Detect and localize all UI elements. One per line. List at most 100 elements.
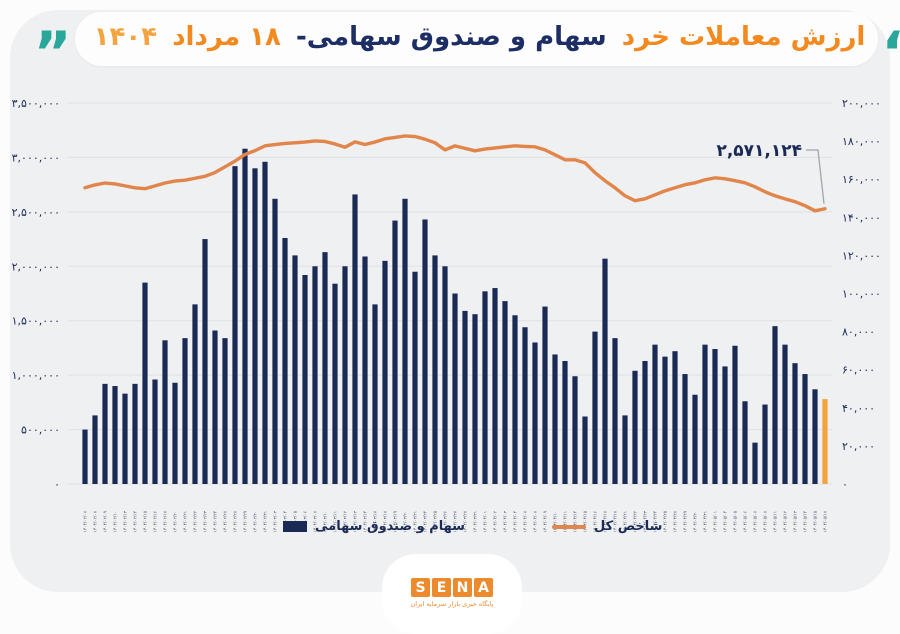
svg-text:۸۰,۰۰۰: ۸۰,۰۰۰: [842, 326, 875, 339]
svg-text:۲,۰۰۰,۰۰۰: ۲,۰۰۰,۰۰۰: [12, 260, 60, 273]
svg-text:۱,۵۰۰,۰۰۰: ۱,۵۰۰,۰۰۰: [12, 315, 60, 328]
logo-caption: پایگاه خبری بازار سرمایه ایران: [410, 600, 494, 608]
svg-text:۱۴۰۴/۰۲/۱۴: ۱۴۰۴/۰۲/۱۴: [133, 510, 139, 532]
svg-text:۱۴۰۴/۰۴/۲۸: ۱۴۰۴/۰۴/۲۸: [673, 510, 679, 532]
title-segment-year: ۱۴۰۴: [93, 22, 158, 52]
svg-text:۱۴۰۴/۰۴/۱۷: ۱۴۰۴/۰۴/۱۷: [603, 510, 609, 532]
svg-text:۱۴۰۴/۰۲/۲۰: ۱۴۰۴/۰۲/۲۰: [173, 511, 179, 532]
svg-text:۱۴۰۴/۰۵/۱۴: ۱۴۰۴/۰۵/۱۴: [803, 510, 809, 532]
svg-text:۱۴۰۴/۰۴/۰۴: ۱۴۰۴/۰۴/۰۴: [513, 510, 519, 532]
svg-text:۱۴۰۴/۰۵/۰۸: ۱۴۰۴/۰۵/۰۸: [763, 510, 769, 532]
page-title: ارزش معاملات خرد سهام و صندوق سهامی- ۱۸ …: [88, 22, 866, 52]
legend-line-label: شاخص کل: [594, 519, 663, 534]
line-series-swatch-icon: [552, 524, 586, 529]
svg-text:۱۴۰۴/۰۲/۱۳: ۱۴۰۴/۰۲/۱۳: [123, 510, 129, 532]
svg-text:۱۴۰۴/۰۲/۲۹: ۱۴۰۴/۰۲/۲۹: [243, 510, 249, 532]
svg-text:۱۴۰۴/۰۲/۲۸: ۱۴۰۴/۰۲/۲۸: [233, 510, 239, 532]
combo-chart: ۳,۵۰۰,۰۰۰ ۳,۰۰۰,۰۰۰ ۲,۵۰۰,۰۰۰ ۲,۰۰۰,۰۰۰ ۱,۵۰…: [12, 97, 881, 532]
logo-letter-n: N: [453, 578, 472, 597]
svg-text:۱۴۰۴/۰۲/۲۳: ۱۴۰۴/۰۲/۲۳: [203, 510, 209, 532]
svg-text:۱۴۰۴/۰۲/۳۰: ۱۴۰۴/۰۲/۳۰: [253, 511, 259, 532]
svg-text:۱۴۰۴/۰۳/۳۱: ۱۴۰۴/۰۳/۳۱: [473, 511, 479, 532]
svg-text:۲,۵۷۱,۱۲۴: ۲,۵۷۱,۱۲۴: [716, 141, 802, 161]
svg-text:۱۴۰۴/۰۴/۲۱: ۱۴۰۴/۰۴/۲۱: [623, 511, 629, 532]
svg-text:۱۴۰۴/۰۴/۳۱: ۱۴۰۴/۰۴/۳۱: [703, 511, 709, 532]
title-segment-trades: ارزش معاملات خرد: [621, 22, 866, 52]
svg-text:۱۴۰۴/۰۳/۱۷: ۱۴۰۴/۰۳/۱۷: [373, 510, 379, 532]
svg-text:۱۰۰,۰۰۰: ۱۰۰,۰۰۰: [842, 288, 881, 301]
svg-text:۱۴۰۴/۰۴/۲۴: ۱۴۰۴/۰۴/۲۴: [653, 510, 659, 532]
svg-text:۱۴۰۴/۰۳/۱۳: ۱۴۰۴/۰۳/۱۳: [353, 510, 359, 532]
svg-text:۱۴۰۴/۰۲/۰۸: ۱۴۰۴/۰۲/۰۸: [93, 510, 99, 532]
svg-text:۱۴۰۴/۰۵/۰۵: ۱۴۰۴/۰۵/۰۵: [733, 510, 739, 532]
svg-text:۱۴۰۴/۰۵/۱۳: ۱۴۰۴/۰۵/۱۳: [793, 510, 799, 532]
svg-text:۱۴۰۴/۰۴/۰۸: ۱۴۰۴/۰۴/۰۸: [533, 510, 539, 532]
svg-text:۱۴۰۴/۰۲/۳۱: ۱۴۰۴/۰۲/۳۱: [263, 511, 269, 532]
logo-letter-e: E: [432, 578, 451, 597]
svg-text:۱۴۰۴/۰۲/۱۵: ۱۴۰۴/۰۲/۱۵: [143, 510, 149, 532]
svg-text:۱۴۰۴/۰۳/۱۲: ۱۴۰۴/۰۳/۱۲: [343, 510, 349, 532]
svg-text:۱۴۰۴/۰۵/۱۱: ۱۴۰۴/۰۵/۱۱: [773, 511, 779, 532]
svg-text:۱۴۰۴/۰۲/۲۴: ۱۴۰۴/۰۲/۲۴: [213, 510, 219, 532]
svg-text:۱۴۰۴/۰۳/۲۴: ۱۴۰۴/۰۳/۲۴: [423, 510, 429, 532]
title-segment-instruments: سهام و صندوق سهامی-: [295, 22, 607, 52]
svg-text:۱۴۰۴/۰۳/۱۴: ۱۴۰۴/۰۳/۱۴: [363, 510, 369, 532]
legend-item-line: شاخص کل: [552, 519, 662, 534]
svg-text:۴۰,۰۰۰: ۴۰,۰۰۰: [842, 402, 875, 415]
svg-text:۱۴۰۴/۰۳/۲۰: ۱۴۰۴/۰۳/۲۰: [403, 511, 409, 532]
svg-text:۱۴۰۴/۰۴/۰۹: ۱۴۰۴/۰۴/۰۹: [543, 510, 549, 532]
svg-text:۱۴۰۴/۰۳/۲۱: ۱۴۰۴/۰۳/۲۱: [413, 511, 419, 532]
svg-text:۱۴۰۴/۰۳/۰۷: ۱۴۰۴/۰۳/۰۷: [313, 510, 319, 532]
svg-text:۲,۵۰۰,۰۰۰: ۲,۵۰۰,۰۰۰: [12, 206, 60, 219]
svg-text:۱۴۰۴/۰۵/۰۶: ۱۴۰۴/۰۵/۰۶: [743, 511, 749, 532]
svg-text:۱۴۰۴/۰۳/۲۵: ۱۴۰۴/۰۳/۲۵: [433, 510, 439, 532]
svg-text:۱۴۰۴/۰۴/۱۴: ۱۴۰۴/۰۴/۱۴: [573, 510, 579, 532]
svg-text:۱۴۰۴/۰۲/۲۱: ۱۴۰۴/۰۲/۲۱: [183, 511, 189, 532]
svg-text:۱۴۰۴/۰۴/۲۳: ۱۴۰۴/۰۴/۲۳: [643, 510, 649, 532]
svg-text:۳,۰۰۰,۰۰۰: ۳,۰۰۰,۰۰۰: [12, 151, 60, 164]
title-banner: ” ارزش معاملات خرد سهام و صندوق سهامی- ۱…: [34, 12, 900, 82]
bar-series-swatch-icon: [283, 521, 307, 532]
svg-text:۱۴۰۴/۰۵/۰۴: ۱۴۰۴/۰۵/۰۴: [723, 510, 729, 532]
publisher-logo-badge: S E N A پایگاه خبری بازار سرمایه ایران: [382, 554, 522, 634]
svg-text:۱۴۰۴/۰۲/۰۹: ۱۴۰۴/۰۲/۰۹: [103, 510, 109, 532]
svg-text:۱۴۰۴/۰۵/۱۸: ۱۴۰۴/۰۵/۱۸: [823, 510, 829, 532]
svg-text:۱۴۰۴/۰۴/۰۲: ۱۴۰۴/۰۴/۰۲: [493, 510, 499, 532]
svg-text:۱۴۰۴/۰۳/۲۶: ۱۴۰۴/۰۳/۲۶: [443, 511, 449, 532]
svg-text:۱۴۰۴/۰۵/۱۲: ۱۴۰۴/۰۵/۱۲: [783, 510, 789, 532]
svg-text:۱۴۰۴/۰۴/۲۵: ۱۴۰۴/۰۴/۲۵: [663, 510, 669, 532]
svg-text:۱۴۰۴/۰۳/۱۰: ۱۴۰۴/۰۳/۱۰: [323, 511, 329, 532]
svg-text:۳,۵۰۰,۰۰۰: ۳,۵۰۰,۰۰۰: [12, 97, 60, 110]
svg-text:۱۴۰۴/۰۳/۱۱: ۱۴۰۴/۰۳/۱۱: [333, 511, 339, 532]
svg-text:۰: ۰: [54, 478, 60, 491]
svg-text:۱۴۰۴/۰۴/۳۰: ۱۴۰۴/۰۴/۳۰: [693, 511, 699, 532]
svg-text:۲۰۰,۰۰۰: ۲۰۰,۰۰۰: [842, 97, 881, 110]
title-segment-day: ۱۸ مرداد: [172, 22, 281, 52]
svg-text:۱۴۰۴/۰۴/۱۰: ۱۴۰۴/۰۴/۱۰: [553, 511, 559, 532]
svg-text:۵۰۰,۰۰۰: ۵۰۰,۰۰۰: [21, 424, 60, 437]
infographic-card: [10, 10, 890, 592]
svg-text:۱۴۰۴/۰۲/۱۷: ۱۴۰۴/۰۲/۱۷: [163, 510, 169, 532]
svg-text:۱۴۰۴/۰۴/۰۱: ۱۴۰۴/۰۴/۰۱: [483, 511, 489, 532]
logo-letter-a: A: [474, 578, 493, 597]
svg-text:۱۴۰۴/۰۵/۰۱: ۱۴۰۴/۰۵/۰۱: [713, 511, 719, 532]
svg-text:۱۴۰۴/۰۴/۱۶: ۱۴۰۴/۰۴/۱۶: [593, 511, 599, 532]
svg-text:۱۴۰۴/۰۲/۲۲: ۱۴۰۴/۰۲/۲۲: [193, 510, 199, 532]
svg-text:۱۴۰۴/۰۲/۱۰: ۱۴۰۴/۰۲/۱۰: [113, 511, 119, 532]
svg-text:۱۴۰۴/۰۴/۱۸: ۱۴۰۴/۰۴/۱۸: [613, 510, 619, 532]
legend-item-bars: سهام و صندوق سهامی: [283, 519, 465, 534]
svg-text:۱۴۰۴/۰۴/۰۳: ۱۴۰۴/۰۴/۰۳: [503, 510, 509, 532]
svg-text:۱۴۰۴/۰۴/۰۷: ۱۴۰۴/۰۴/۰۷: [523, 510, 529, 532]
svg-text:۱۴۰,۰۰۰: ۱۴۰,۰۰۰: [842, 211, 881, 224]
svg-text:۱۲۰,۰۰۰: ۱۲۰,۰۰۰: [842, 249, 881, 262]
svg-text:۱۴۰۴/۰۳/۲۷: ۱۴۰۴/۰۳/۲۷: [453, 510, 459, 532]
svg-text:۱۶۰,۰۰۰: ۱۶۰,۰۰۰: [842, 173, 881, 186]
svg-text:۱۴۰۴/۰۴/۲۲: ۱۴۰۴/۰۴/۲۲: [633, 510, 639, 532]
svg-text:۱۴۰۴/۰۳/۱۹: ۱۴۰۴/۰۳/۱۹: [393, 510, 399, 532]
svg-text:۲۰,۰۰۰: ۲۰,۰۰۰: [842, 440, 875, 453]
svg-text:۱۴۰۴/۰۲/۰۷: ۱۴۰۴/۰۲/۰۷: [83, 510, 89, 532]
sena-logo-icon: S E N A: [411, 578, 493, 597]
svg-text:۱۴۰۴/۰۲/۱۶: ۱۴۰۴/۰۲/۱۶: [153, 511, 159, 532]
svg-text:۱۴۰۴/۰۵/۰۷: ۱۴۰۴/۰۵/۰۷: [753, 510, 759, 532]
svg-text:۶۰,۰۰۰: ۶۰,۰۰۰: [842, 364, 875, 377]
